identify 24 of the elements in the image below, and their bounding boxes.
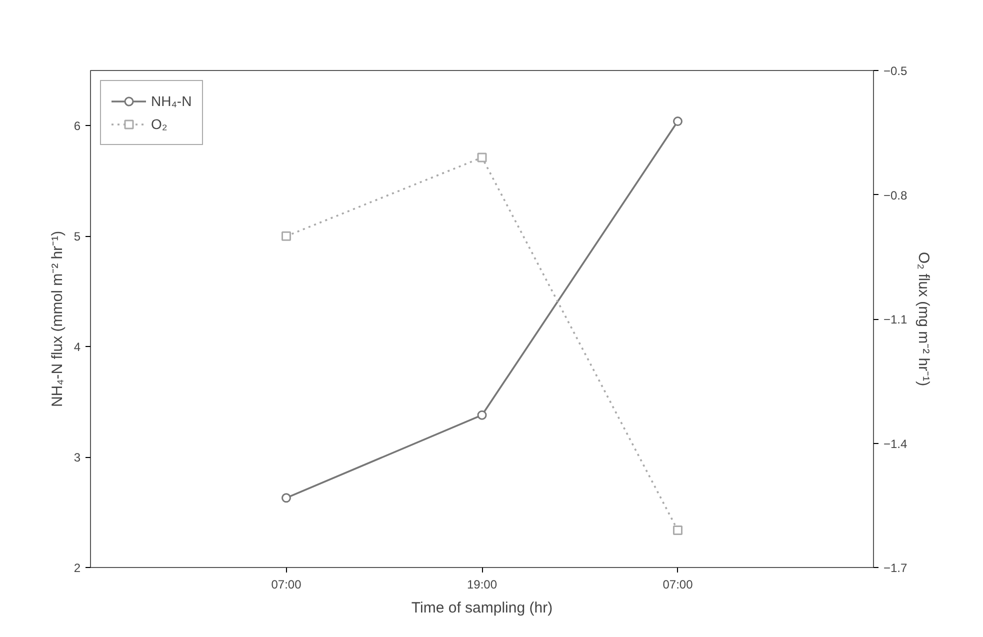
x-tick-label: 07:00 — [662, 578, 694, 592]
y2-tick-label: −1.4 — [884, 436, 908, 451]
point — [282, 231, 291, 241]
point — [673, 525, 682, 535]
point — [673, 116, 682, 126]
legend-label: O₂ — [151, 116, 168, 132]
y2-tick-label: −0.5 — [884, 64, 908, 78]
y-tick-label: 4 — [74, 340, 81, 354]
y2-axis-title: O₂ flux (mg m⁻² hr⁻¹) — [915, 252, 932, 386]
x-tick-label: 19:00 — [466, 578, 498, 592]
x-axis-title: Time of sampling (hr) — [411, 600, 553, 616]
legend-label: NH₄-N — [151, 93, 192, 109]
y-tick-label: 5 — [74, 230, 81, 244]
point — [477, 152, 487, 162]
y-axis-title: NH₄-N flux (mmol m⁻² hr⁻¹) — [48, 230, 66, 408]
y-tick-label: 3 — [74, 450, 81, 465]
x-tick-label: 07:00 — [271, 578, 302, 592]
y2-tick-label: −1.7 — [884, 561, 908, 575]
y-tick-label: 2 — [74, 561, 81, 575]
y2-tick-label: −0.8 — [884, 188, 908, 202]
point — [282, 493, 291, 503]
y2-tick-label: −1.1 — [884, 312, 908, 326]
y-tick-label: 6 — [74, 119, 81, 134]
point — [477, 410, 487, 420]
